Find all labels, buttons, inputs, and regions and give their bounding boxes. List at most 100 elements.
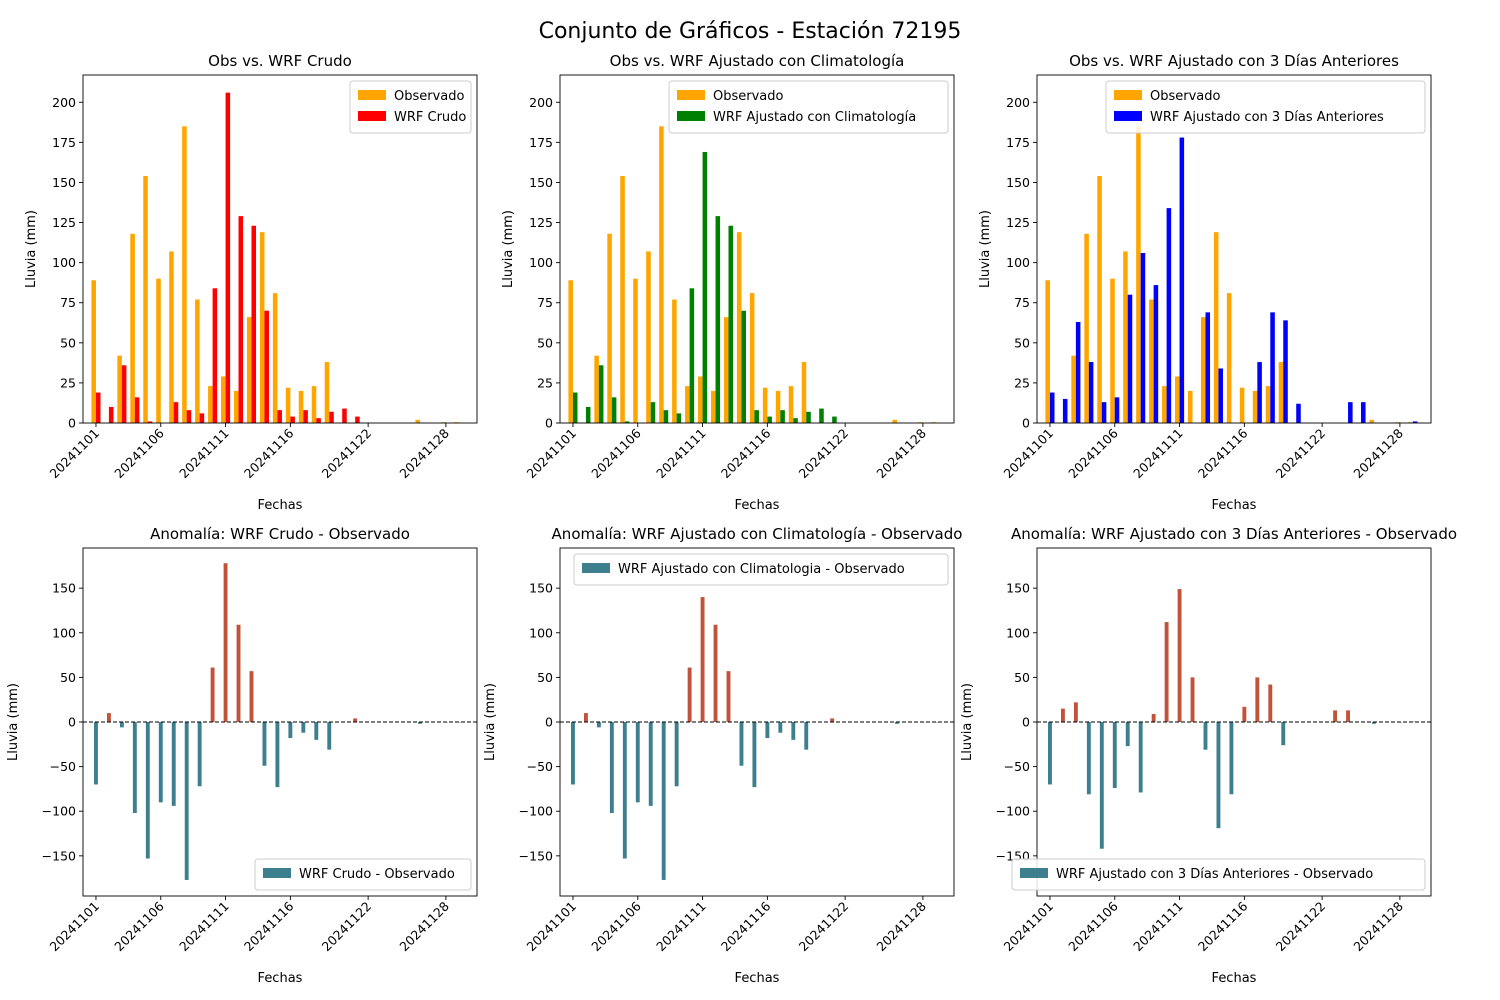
bar	[892, 419, 897, 423]
bar	[1226, 293, 1232, 423]
bar	[1361, 402, 1366, 423]
bar	[676, 413, 682, 423]
bar	[314, 722, 319, 740]
bar	[94, 722, 98, 785]
y-tick-label: 150	[52, 175, 76, 190]
x-tick-label: 20241122	[796, 426, 852, 482]
bar	[571, 722, 575, 785]
bar	[95, 392, 101, 423]
y-tick-label: −150	[42, 848, 76, 863]
legend-entry: WRF Ajustado con Climatología	[713, 110, 916, 125]
bar	[169, 251, 174, 423]
x-axis-label: Fechas	[735, 498, 780, 513]
legend-box	[1011, 858, 1426, 891]
bar	[1346, 710, 1350, 722]
bar	[1270, 312, 1275, 423]
bar	[108, 406, 114, 423]
x-tick-label: 20241128	[1350, 898, 1406, 954]
bar	[1278, 362, 1284, 423]
bar	[1242, 706, 1247, 722]
legend-swatch	[582, 563, 610, 573]
bar	[726, 671, 731, 722]
bar	[775, 390, 781, 423]
bar	[767, 416, 772, 423]
bar	[1213, 232, 1219, 423]
y-tick-label: 125	[1006, 215, 1030, 230]
x-tick-label: 20241101	[46, 426, 102, 482]
legend-entry: Observado	[1150, 89, 1221, 104]
bar	[710, 390, 716, 423]
bar	[1099, 722, 1104, 849]
legend-swatch	[677, 111, 705, 121]
x-tick-label: 20241122	[319, 426, 375, 482]
y-tick-label: 100	[529, 255, 553, 270]
bars-group	[571, 597, 938, 880]
x-tick-label: 20241101	[523, 899, 579, 955]
bar	[741, 310, 746, 423]
bar	[143, 176, 148, 423]
bar	[1127, 294, 1133, 423]
legend-box	[1105, 80, 1426, 134]
subplot-3: Obs vs. WRF Ajustado con 3 Días Anterior…	[978, 52, 1432, 513]
y-tick-label: 25	[60, 375, 76, 390]
bar	[290, 416, 295, 423]
bar	[1088, 362, 1094, 423]
bar	[259, 232, 265, 423]
bar	[1153, 285, 1159, 423]
bar	[672, 299, 677, 423]
legend: WRF Ajustado con 3 Días Anteriores - Obs…	[1011, 858, 1426, 891]
bar	[583, 713, 588, 722]
legend-swatch	[677, 90, 705, 100]
bars-group	[91, 92, 459, 423]
x-tick-label: 20241101	[1000, 899, 1056, 955]
bar	[765, 722, 770, 739]
x-tick-label: 20241111	[1130, 899, 1186, 955]
subplot-title: Anomalía: WRF Ajustado con 3 Días Anteri…	[1011, 525, 1457, 543]
bar	[1187, 390, 1193, 423]
bar	[1125, 722, 1130, 747]
bar	[1372, 722, 1376, 724]
y-tick-label: 200	[1006, 95, 1030, 110]
bar	[646, 251, 651, 423]
y-tick-label: 0	[545, 715, 553, 730]
x-tick-label: 20241111	[1130, 426, 1186, 482]
bar	[197, 722, 202, 787]
bar	[663, 410, 669, 423]
bar	[1138, 722, 1143, 793]
bar	[723, 317, 729, 423]
bar	[702, 151, 708, 424]
bar	[221, 376, 226, 423]
bar	[648, 722, 653, 806]
axes-frame	[82, 547, 478, 897]
bar	[91, 280, 96, 423]
bar	[1110, 278, 1115, 423]
bar	[210, 667, 215, 722]
y-tick-label: 75	[1014, 295, 1030, 310]
y-tick-label: −50	[1004, 759, 1030, 774]
bar	[1162, 386, 1167, 423]
legend: WRF Ajustado con Climatologia - Observad…	[573, 553, 949, 586]
bar	[685, 386, 690, 423]
bar	[272, 293, 278, 423]
subplot-title: Obs vs. WRF Ajustado con Climatología	[610, 52, 905, 70]
bar	[173, 402, 179, 423]
y-tick-label: 100	[52, 625, 76, 640]
legend-swatch	[358, 90, 386, 100]
y-tick-label: 50	[60, 335, 76, 350]
bar	[1179, 137, 1185, 424]
x-tick-label: 20241128	[873, 898, 929, 954]
legend-entry: Observado	[713, 89, 784, 104]
bar	[674, 722, 679, 787]
x-tick-label: 20241122	[796, 899, 852, 955]
bar	[182, 126, 187, 423]
y-tick-label: 125	[529, 215, 553, 230]
bar	[1175, 376, 1180, 423]
bar	[713, 624, 718, 722]
bar	[298, 390, 304, 423]
legend: Observado WRF Crudo	[349, 80, 472, 134]
bar	[598, 365, 604, 423]
axes-frame	[1036, 547, 1432, 897]
bar	[1114, 397, 1120, 423]
legend-swatch	[1020, 868, 1048, 878]
legend-swatch	[1114, 90, 1142, 100]
